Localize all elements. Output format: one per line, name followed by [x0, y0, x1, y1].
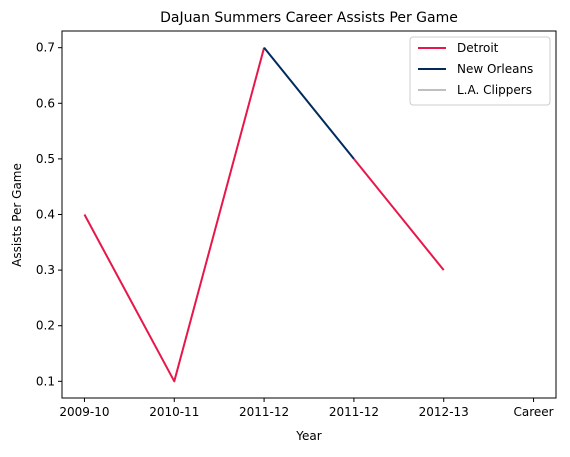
- x-tick-label: 2009-10: [59, 405, 109, 419]
- legend-label: New Orleans: [457, 62, 533, 76]
- x-tick-label: 2012-13: [419, 405, 469, 419]
- series-line-detroit: [354, 159, 444, 270]
- y-tick-label: 0.1: [36, 374, 55, 388]
- y-tick-label: 0.6: [36, 96, 55, 110]
- chart-title: DaJuan Summers Career Assists Per Game: [160, 10, 458, 26]
- legend-label: Detroit: [457, 41, 499, 55]
- y-tick-label: 0.2: [36, 319, 55, 333]
- x-tick-label: 2011-12: [239, 405, 289, 419]
- x-tick-label: 2010-11: [149, 405, 199, 419]
- series-line-detroit: [84, 48, 264, 382]
- legend-label: L.A. Clippers: [457, 83, 532, 97]
- legend: Detroit New Orleans L.A. Clippers: [410, 37, 550, 105]
- y-axis: 0.1 0.2 0.3 0.4 0.5 0.6 0.7: [36, 41, 62, 389]
- y-axis-label: Assists Per Game: [10, 163, 24, 267]
- x-axis-label: Year: [295, 429, 321, 443]
- series-line-new-orleans: [264, 48, 354, 159]
- x-tick-label: 2011-12: [329, 405, 379, 419]
- x-tick-label: Career: [513, 405, 553, 419]
- y-tick-label: 0.7: [36, 41, 55, 55]
- x-axis: 2009-10 2010-11 2011-12 2011-12 2012-13 Caree…: [59, 398, 553, 419]
- series-layer: [84, 48, 443, 382]
- y-tick-label: 0.4: [36, 208, 55, 222]
- y-tick-label: 0.3: [36, 263, 55, 277]
- y-tick-label: 0.5: [36, 152, 55, 166]
